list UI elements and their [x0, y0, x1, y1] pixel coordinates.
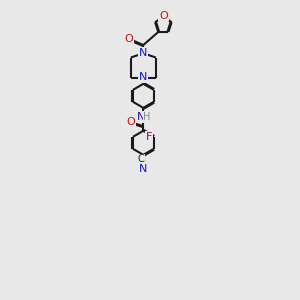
- Text: O: O: [125, 34, 134, 44]
- Text: C: C: [137, 154, 144, 164]
- Text: N: N: [137, 112, 146, 122]
- Text: H: H: [143, 112, 151, 122]
- Text: N: N: [139, 73, 148, 82]
- Text: O: O: [126, 117, 135, 127]
- Text: O: O: [159, 11, 168, 20]
- Text: N: N: [139, 48, 148, 58]
- Text: F: F: [146, 131, 152, 142]
- Text: N: N: [139, 164, 148, 174]
